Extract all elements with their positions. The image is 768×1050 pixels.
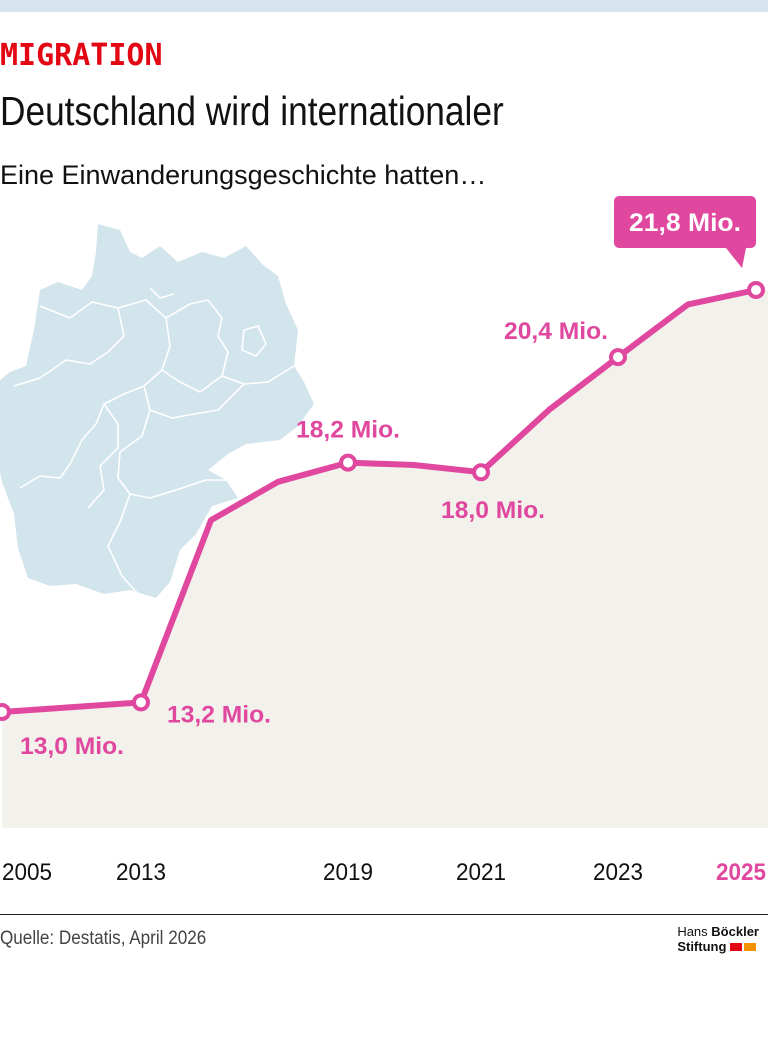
chart: 13,0 Mio. 13,2 Mio. 18,2 Mio. 18,0 Mio. 20,4… bbox=[0, 196, 768, 886]
source-note: Quelle: Destatis, April 2026 bbox=[0, 928, 207, 949]
data-point-2025 bbox=[747, 281, 765, 299]
germany-map-shape bbox=[0, 224, 314, 598]
hans-boeckler-stiftung-logo: Hans Böckler Stiftung bbox=[677, 924, 759, 954]
state-borders bbox=[13, 287, 295, 597]
data-label-2013: 13,2 Mio. bbox=[167, 701, 271, 728]
data-labels: 13,0 Mio. 13,2 Mio. 18,2 Mio. 18,0 Mio. 20,4… bbox=[20, 318, 608, 760]
data-point-2021 bbox=[472, 463, 490, 482]
data-point-2019 bbox=[339, 453, 357, 472]
data-label-2023: 20,4 Mio. bbox=[504, 318, 608, 345]
footer-rule bbox=[0, 914, 768, 915]
logo-text-hans: Hans bbox=[677, 924, 708, 939]
callout-box bbox=[614, 196, 756, 268]
data-label-2021: 18,0 Mio. bbox=[441, 497, 545, 524]
logo-bar-red bbox=[730, 942, 743, 951]
x-tick-2023: 2023 bbox=[593, 859, 643, 886]
plot-area: 13,0 Mio. 13,2 Mio. 18,2 Mio. 18,0 Mio. 20,4… bbox=[0, 196, 768, 886]
data-point-2023 bbox=[609, 348, 627, 367]
data-points bbox=[0, 281, 765, 721]
data-label-2025: 21,8 Mio. bbox=[629, 209, 741, 237]
logo-text-stiftung: Stiftung bbox=[677, 939, 727, 954]
x-tick-2021: 2021 bbox=[456, 859, 506, 886]
germany-map bbox=[0, 224, 314, 598]
chart-subtitle: Eine Einwanderungsgeschichte hatten… bbox=[0, 160, 487, 190]
highlight-callout: 21,8 Mio. bbox=[614, 196, 756, 268]
area-fill bbox=[2, 290, 768, 828]
data-point-2005 bbox=[0, 703, 11, 721]
data-label-2005: 13,0 Mio. bbox=[20, 733, 124, 760]
data-point-2013 bbox=[132, 693, 150, 712]
series-line bbox=[0, 287, 759, 715]
callout-2025: 21,8 Mio. bbox=[614, 196, 756, 268]
data-label-2019: 18,2 Mio. bbox=[296, 417, 400, 444]
x-tick-2005: 2005 bbox=[2, 859, 52, 886]
top-band bbox=[0, 0, 768, 12]
x-axis-ticks: 2005 2013 2019 2021 2023 2025 bbox=[2, 859, 766, 886]
x-tick-2025: 2025 bbox=[716, 859, 766, 886]
chart-title: Deutschland wird internationaler bbox=[0, 88, 504, 134]
x-tick-2013: 2013 bbox=[116, 859, 166, 886]
logo-text-boeckler: Böckler bbox=[711, 924, 759, 939]
logo-bar-orange bbox=[744, 942, 757, 951]
x-tick-2019: 2019 bbox=[323, 859, 373, 886]
kicker: MIGRATION bbox=[0, 38, 163, 73]
